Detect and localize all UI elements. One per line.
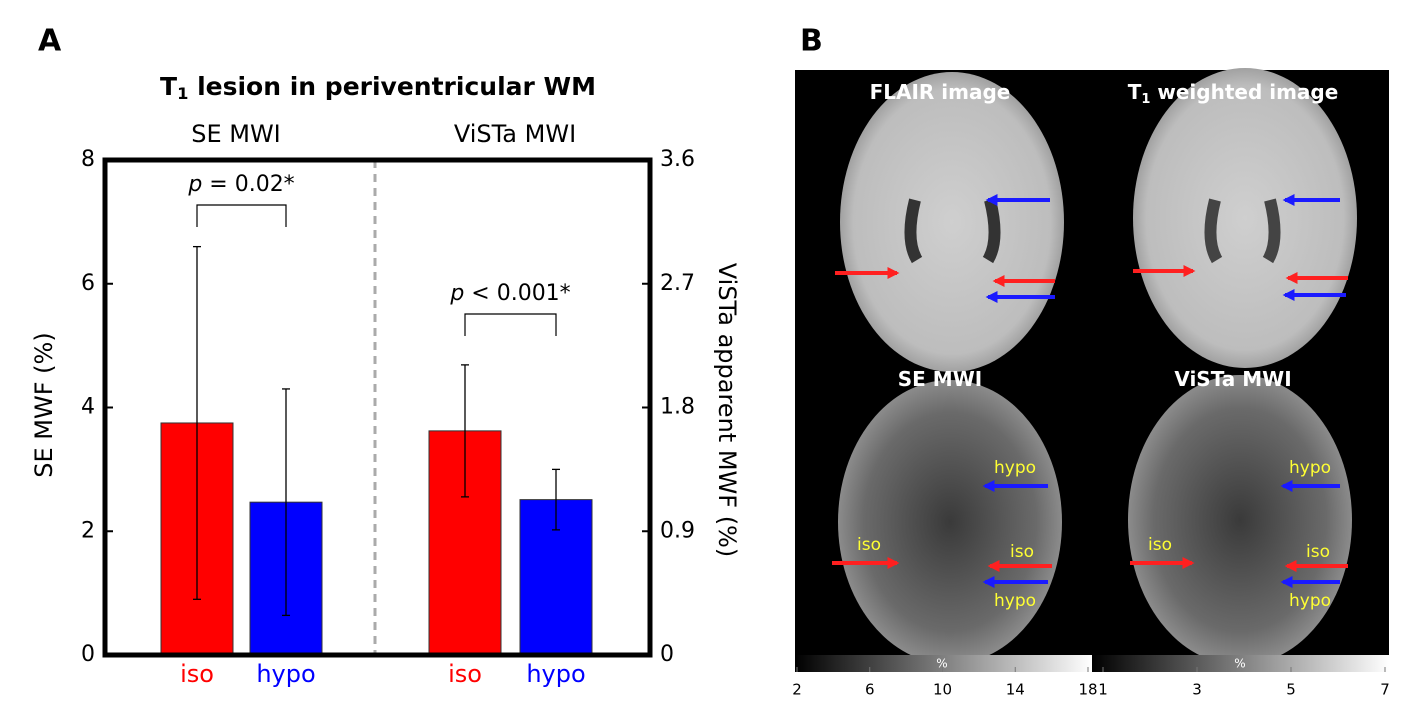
significance-bracket <box>196 204 287 227</box>
image-title-part: SE MWI <box>898 367 982 391</box>
y2-tick-label: 1.8 <box>660 395 695 420</box>
y2-tick-label: 3.6 <box>660 147 695 172</box>
colorbar-tick-label: 7 <box>1380 681 1390 699</box>
plot-frame <box>102 157 653 658</box>
image-annotation: iso <box>1306 542 1330 562</box>
image-title-part: T <box>1128 80 1142 104</box>
brain-image <box>1128 375 1352 665</box>
y2-axis-label: ViSTa apparent MWF (%) <box>713 263 741 557</box>
image-title: SE MWI <box>898 367 982 391</box>
y2-tick-label: 0.9 <box>660 518 695 543</box>
y-tick-label: 8 <box>81 147 95 172</box>
image-title-part: weighted image <box>1150 80 1338 104</box>
colorbar-tick-label: 5 <box>1286 681 1296 699</box>
colorbar-tick-label: 2 <box>792 681 802 699</box>
y-axis-label: SE MWF (%) <box>30 332 58 477</box>
brain-image <box>840 72 1064 372</box>
category-label: iso <box>448 660 482 688</box>
chart-title-part: 1 <box>177 84 188 103</box>
chart-title-part: T <box>160 72 177 101</box>
colorbar-tick-label: 14 <box>1006 681 1025 699</box>
significance-label-part: < 0.001* <box>464 281 570 306</box>
image-title: FLAIR image <box>870 80 1011 104</box>
colorbar <box>1092 655 1389 672</box>
colorbar-unit: % <box>936 657 947 671</box>
colorbar-unit: % <box>1234 657 1245 671</box>
brain-image <box>1133 68 1357 368</box>
y-tick-label: 4 <box>81 395 95 420</box>
image-title-part: ViSTa MWI <box>1174 367 1291 391</box>
significance-label: p < 0.001* <box>449 281 570 306</box>
image-annotation: hypo <box>1289 458 1331 478</box>
image-title-part: 1 <box>1141 92 1150 107</box>
image-title-part: FLAIR image <box>870 80 1011 104</box>
group-label: ViSTa MWI <box>454 120 576 148</box>
panel-label: B <box>800 24 823 59</box>
image-annotation: hypo <box>994 591 1036 611</box>
colorbar-tick-label: 1 <box>1098 681 1108 699</box>
ventricle <box>1204 198 1281 264</box>
chart-title-part: lesion in periventricular WM <box>188 72 596 101</box>
significance-label-part: p <box>187 172 202 197</box>
y2-tick-label: 2.7 <box>660 271 695 296</box>
significance-label-part: p <box>449 281 464 306</box>
image-annotation: hypo <box>994 458 1036 478</box>
image-annotation: iso <box>1010 542 1034 562</box>
significance-label-part: = 0.02* <box>202 172 294 197</box>
colorbar-tick-label: 6 <box>865 681 875 699</box>
image-title: ViSTa MWI <box>1174 367 1291 391</box>
significance-bracket <box>464 313 557 336</box>
brain-image <box>838 380 1062 664</box>
colorbar-tick-label: 18 <box>1078 681 1097 699</box>
y-tick-label: 6 <box>81 271 95 296</box>
group-label: SE MWI <box>191 120 281 148</box>
colorbar-tick-label: 3 <box>1192 681 1202 699</box>
y-tick-label: 2 <box>81 518 95 543</box>
ventricle <box>904 198 1001 264</box>
category-label: iso <box>180 660 214 688</box>
y2-tick-label: 0 <box>660 642 674 667</box>
image-annotation: iso <box>857 535 881 555</box>
image-annotation: hypo <box>1289 591 1331 611</box>
image-annotation: iso <box>1148 535 1172 555</box>
y-tick-label: 0 <box>81 642 95 667</box>
colorbar-tick-label: 10 <box>933 681 952 699</box>
panel-label: A <box>38 24 62 59</box>
chart-title: T1 lesion in periventricular WM <box>160 72 596 103</box>
category-label: hypo <box>256 660 315 688</box>
image-title: T1 weighted image <box>1128 80 1339 107</box>
significance-label: p = 0.02* <box>187 172 294 197</box>
category-label: hypo <box>526 660 585 688</box>
